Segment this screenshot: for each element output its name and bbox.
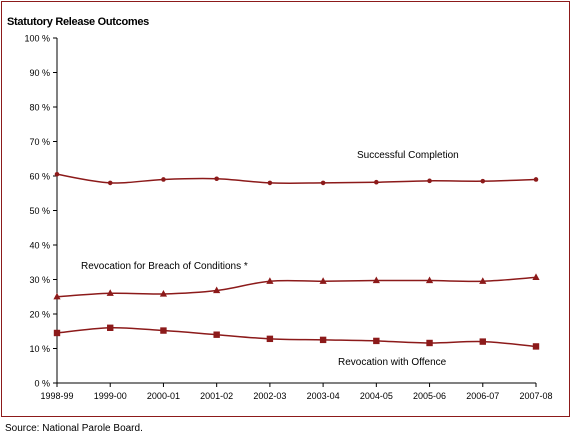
data-point xyxy=(160,327,167,334)
data-point xyxy=(53,292,61,300)
y-tick-label: 10 % xyxy=(29,344,50,354)
series-label-successful-completion: Successful Completion xyxy=(357,150,459,161)
y-tick-label: 70 % xyxy=(29,137,50,147)
x-tick-label: 2004-05 xyxy=(360,391,393,401)
data-point xyxy=(426,339,433,347)
series-line xyxy=(56,327,537,348)
data-point xyxy=(214,176,219,182)
data-point xyxy=(159,289,168,297)
y-axis-ticks: 0 % 10 % 20 % 30 % 40 % 50 % 60 % 70 % 80 % 90 % 1… xyxy=(24,34,57,389)
x-tick-label: 2000-01 xyxy=(147,391,180,401)
data-point xyxy=(107,324,114,331)
data-point xyxy=(106,289,114,296)
data-point xyxy=(54,171,60,177)
data-point xyxy=(425,276,434,284)
series-3 xyxy=(53,324,540,350)
data-point xyxy=(479,338,486,345)
x-tick-label: 2003-04 xyxy=(307,391,340,401)
data-point xyxy=(427,178,432,184)
y-tick-label: 60 % xyxy=(29,172,50,182)
x-tick-label: 1998-99 xyxy=(40,391,73,401)
data-point xyxy=(267,180,273,186)
data-point xyxy=(266,335,274,343)
series-line xyxy=(56,276,537,298)
x-tick-label: 2007-08 xyxy=(519,391,552,401)
y-tick-label: 40 % xyxy=(29,241,50,251)
x-tick-label: 2005-06 xyxy=(413,391,446,401)
y-tick-label: 50 % xyxy=(29,206,50,216)
y-tick-label: 90 % xyxy=(29,68,50,78)
data-point xyxy=(107,180,113,186)
y-tick-label: 100 % xyxy=(24,34,50,44)
data-point xyxy=(533,177,539,182)
chart-title: Statutory Release Outcomes xyxy=(7,16,149,28)
data-point xyxy=(373,337,380,345)
series-line xyxy=(56,173,537,184)
x-tick-label: 2001-02 xyxy=(200,391,233,401)
chart-frame xyxy=(1,1,570,417)
series-label-revocation-offence: Revocation with Offence xyxy=(338,357,447,368)
data-point xyxy=(479,277,487,284)
data-point xyxy=(213,286,221,294)
series-2 xyxy=(53,273,540,300)
series-layer xyxy=(53,171,540,350)
data-point xyxy=(532,343,540,350)
x-tick-label: 2002-03 xyxy=(253,391,286,401)
data-point xyxy=(213,331,220,338)
x-tick-label: 2006-07 xyxy=(466,391,499,401)
y-tick-label: 0 % xyxy=(34,379,50,389)
y-tick-label: 30 % xyxy=(29,275,50,285)
data-point xyxy=(319,336,327,344)
x-tick-label: 1999-00 xyxy=(94,391,127,401)
y-tick-label: 20 % xyxy=(29,310,50,320)
data-point xyxy=(532,273,540,281)
data-point xyxy=(372,276,380,284)
series-label-revocation-breach: Revocation for Breach of Conditions * xyxy=(81,261,248,272)
data-point xyxy=(480,178,486,184)
data-point xyxy=(266,277,274,284)
data-point xyxy=(320,180,326,186)
data-point xyxy=(53,329,61,337)
series-1 xyxy=(54,171,539,186)
data-point xyxy=(374,179,379,185)
x-axis-ticks: 1998-99 1999-00 2000-01 2001-02 2002-03 2003-… xyxy=(40,383,553,401)
data-point xyxy=(161,177,166,182)
data-point xyxy=(319,277,327,284)
y-tick-label: 80 % xyxy=(29,103,50,113)
source-note: Source: National Parole Board. xyxy=(5,423,143,434)
